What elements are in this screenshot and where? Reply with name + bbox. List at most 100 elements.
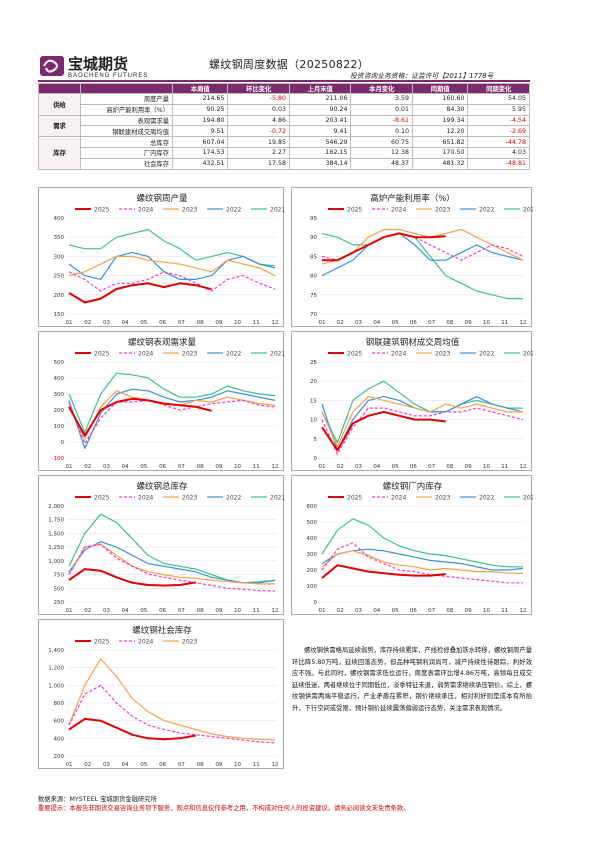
series-line-2023 (321, 228, 524, 265)
column-header: 同期变化 (467, 83, 530, 94)
x-tick-label: 08 (197, 608, 204, 614)
table-row: 高炉产能利用率（%） 90.25 0.03 90.24 0.01 84.30 5.95 (39, 103, 530, 116)
analysis-paragraph: 螺纹钢供需格局延续弱势，库存持续累库，产线检修叠加铁水转移，螺纹钢周产量环比降5… (292, 647, 532, 712)
table-header: 本周值 环比变化 上月末值 本月变化 同期值 同期变化 (38, 83, 530, 94)
x-tick-label: 09 (465, 464, 472, 470)
x-tick-label: 05 (140, 464, 147, 470)
y-tick-label: 350 (54, 235, 65, 241)
table-cell: 0.03 (227, 103, 290, 116)
legend-label: 2022 (479, 207, 494, 214)
chart-title: 螺纹钢周产量 (136, 193, 188, 204)
x-tick-label: 03 (103, 464, 110, 470)
legend-label: 2022 (226, 207, 241, 214)
item-label: 高炉产能利用率（%） (80, 103, 173, 116)
legend-label: 2023 (435, 495, 450, 502)
series-line-2022 (68, 388, 276, 450)
y-tick-label: 1,750 (48, 518, 64, 524)
legend-label: 2025 (94, 207, 109, 214)
company-logo: 宝城期货 BAOCHENG FUTURES (40, 54, 170, 79)
summary-table: 本周值 环比变化 上月末值 本月变化 同期值 同期变化 供给 周度产量 214.65 -5.80… (38, 83, 530, 170)
x-tick-label: 02 (84, 762, 91, 768)
item-label: 厂内库存 (80, 146, 173, 159)
x-tick-label: 05 (392, 464, 399, 470)
y-tick-label: 1,000 (48, 559, 64, 565)
x-tick-label: 10 (234, 464, 241, 470)
legend-label: 2024 (138, 639, 153, 646)
x-tick-label: 07 (428, 608, 435, 614)
x-tick-label: 01 (66, 464, 73, 470)
legend-label: 2025 (347, 207, 362, 214)
table-cell: -5.80 (227, 93, 290, 105)
chart-social-inventory: 螺纹钢社会库存 2025 2024 2023 200 400 600 800 1,000 1,20… (38, 619, 284, 769)
table-cell: 4.86 (227, 114, 290, 127)
table-cell: 607.04 (171, 136, 229, 148)
table-cell: 0.10 (350, 125, 413, 138)
x-tick-label: 05 (140, 608, 147, 614)
x-tick-label: 01 (66, 608, 73, 614)
y-tick-label: 750 (54, 573, 65, 579)
legend-label: 2024 (391, 351, 406, 358)
legend-label: 2021 (523, 207, 533, 214)
table-cell: 174.53 (171, 146, 229, 159)
chart-apparent-demand: 螺纹钢表观需求量 2025 2024 2023 2022 2021 -100 0 100 200 3… (38, 331, 285, 471)
x-tick-label: 01 (66, 762, 73, 768)
table-cell: 90.24 (288, 103, 352, 116)
column-header: 上月末值 (288, 83, 352, 94)
table-cell: 12.38 (350, 146, 413, 159)
x-tick-label: 09 (465, 320, 472, 326)
x-tick-label: 06 (159, 608, 166, 614)
chart-factory-inventory: 螺纹钢厂内库存 2025 2024 2023 2022 2021 0 100 200 300 400… (291, 475, 533, 615)
table-cell: 651.82 (411, 136, 469, 148)
y-tick-label: 1,200 (48, 666, 64, 672)
legend-label: 2025 (94, 639, 109, 646)
x-tick-label: 11 (501, 608, 508, 614)
series-line-2021 (68, 372, 276, 434)
x-tick-label: 05 (140, 320, 147, 326)
x-tick-label: 12 (272, 320, 279, 326)
table-cell: 2.27 (227, 146, 290, 159)
series-line-2024 (68, 399, 276, 445)
x-tick-label: 07 (178, 762, 185, 768)
y-tick-label: 500 (54, 360, 65, 366)
x-tick-label: 04 (373, 608, 380, 614)
y-tick-label: 80 (310, 274, 317, 280)
series-line-2025 (68, 568, 196, 587)
x-tick-label: 08 (197, 762, 204, 768)
table-cell: 9.41 (288, 125, 352, 138)
x-tick-label: 06 (159, 762, 166, 768)
chart-blast-furnace-util: 高炉产能利用率（%） 2025 2024 2023 2022 2021 70 75 80 85 90… (291, 187, 533, 327)
x-tick-label: 04 (122, 464, 129, 470)
table-cell: -48.81 (467, 157, 530, 170)
column-header (80, 83, 173, 94)
x-tick-label: 12 (272, 464, 279, 470)
series-line-2024 (68, 543, 276, 592)
x-tick-label: 09 (215, 464, 222, 470)
x-tick-label: 12 (520, 464, 527, 470)
legend-label: 2024 (138, 495, 153, 502)
y-tick-label: 300 (54, 392, 65, 398)
table-cell: 384.14 (288, 157, 352, 170)
table-cell: 3.59 (350, 93, 413, 105)
logo-mark-icon (40, 56, 64, 76)
x-tick-label: 12 (272, 608, 279, 614)
y-tick-label: 25 (310, 360, 317, 366)
header-divider (38, 80, 530, 82)
disclaimer: 重要提示：本报告非期货交易咨询业务项下服务，观点和信息仅作参考之用，不构成对任何… (38, 805, 410, 812)
y-tick-label: 2,000 (48, 504, 64, 510)
table-cell: 9.51 (171, 125, 229, 138)
y-tick-label: 250 (54, 600, 65, 606)
y-tick-label: 1,000 (48, 683, 64, 689)
legend-label: 2023 (182, 207, 197, 214)
chart-title: 螺纹钢表观需求量 (128, 337, 197, 348)
x-tick-label: 10 (483, 464, 490, 470)
x-tick-label: 06 (410, 464, 417, 470)
y-tick-label: -100 (52, 456, 65, 462)
x-tick-label: 03 (355, 464, 362, 470)
legend-label: 2025 (94, 351, 109, 358)
y-tick-label: 400 (54, 736, 65, 742)
x-tick-label: 07 (178, 464, 185, 470)
x-tick-label: 04 (122, 608, 129, 614)
table-row: 库存 总库存 607.04 19.85 546.29 60.75 651.82 -44.78 (38, 136, 530, 170)
y-tick-label: 400 (54, 216, 65, 222)
x-tick-label: 10 (234, 608, 241, 614)
